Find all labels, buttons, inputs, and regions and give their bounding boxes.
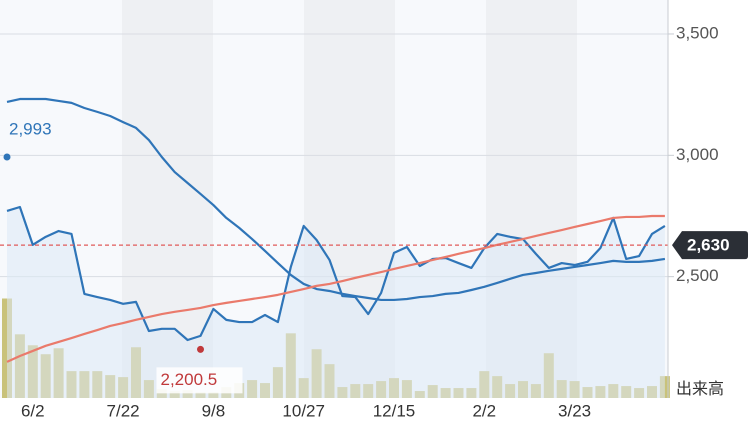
x-tick-label: 9/8 bbox=[202, 401, 226, 420]
annotation-bg bbox=[156, 367, 243, 394]
annotation-dot bbox=[197, 345, 204, 353]
x-tick-label: 2/2 bbox=[472, 401, 496, 420]
last-price-label: 2,630 bbox=[687, 236, 730, 255]
line-price bbox=[6, 205, 666, 342]
plot: 2,993 2,200.5 bbox=[0, 33, 670, 398]
volume-label: 出来高 bbox=[676, 380, 724, 398]
x-tick-label: 10/27 bbox=[282, 401, 325, 420]
line-ma-long bbox=[6, 97, 666, 302]
y-tick-label: 3,500 bbox=[676, 23, 719, 42]
last-price-badge bbox=[672, 231, 748, 260]
x-tick-label: 3/23 bbox=[558, 401, 591, 420]
annotation-dot bbox=[3, 153, 11, 161]
x-tick-label: 12/15 bbox=[373, 401, 416, 420]
y-tick-label: 2,500 bbox=[676, 266, 719, 285]
x-tick-label: 6/2 bbox=[21, 401, 45, 420]
price-area bbox=[7, 207, 665, 398]
x-tick-label: 7/22 bbox=[107, 401, 140, 420]
annotation-label: 2,993 bbox=[9, 120, 52, 139]
y-tick-label: 3,000 bbox=[676, 145, 719, 164]
annotation-label: 2,200.5 bbox=[161, 370, 218, 389]
line-ma-red bbox=[6, 214, 665, 363]
